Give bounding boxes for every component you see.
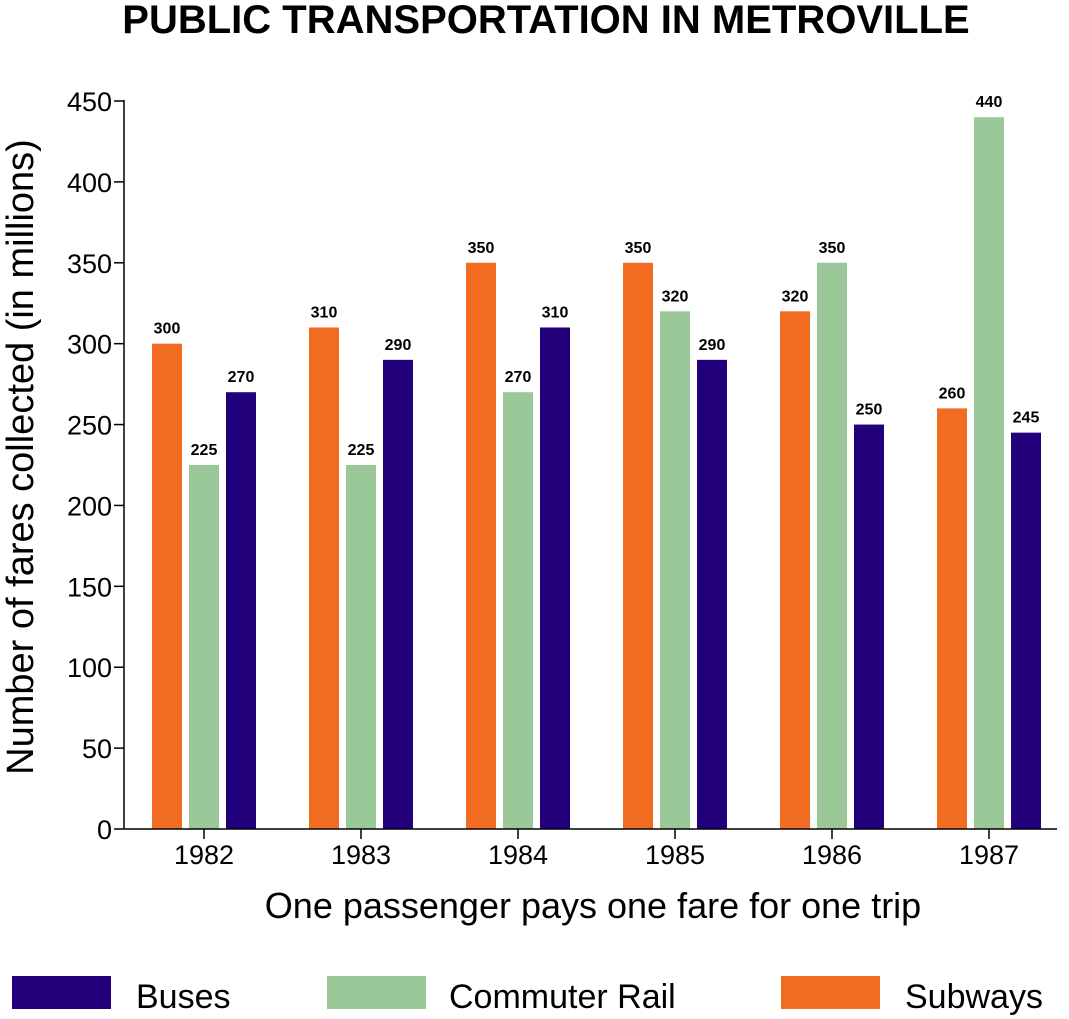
legend-label: Commuter Rail xyxy=(449,978,676,1016)
x-axis-ticks: 1982 1983 1984 1985 1986 1987 xyxy=(174,829,1019,870)
bar-subways-1983 xyxy=(309,327,339,829)
data-label: 260 xyxy=(939,385,966,402)
bar-commuter-rail-1985 xyxy=(660,311,690,829)
chart-title: PUBLIC TRANSPORTATION IN METROVILLE xyxy=(122,0,969,42)
bar-buses-1987 xyxy=(1011,432,1041,829)
y-tick-label: 50 xyxy=(82,734,112,764)
bar-commuter-rail-1984 xyxy=(503,392,533,829)
data-label: 310 xyxy=(311,304,338,321)
legend: Buses Commuter Rail Subways xyxy=(12,976,1043,1016)
bar-commuter-rail-1987 xyxy=(974,117,1004,829)
data-label: 250 xyxy=(856,402,883,419)
legend-label: Buses xyxy=(136,978,231,1016)
data-label: 225 xyxy=(191,442,218,459)
y-axis-label: Number of fares collected (in millions) xyxy=(0,139,42,775)
x-tick-label: 1982 xyxy=(174,840,234,870)
data-label: 300 xyxy=(154,321,181,338)
legend-swatch-buses xyxy=(12,976,111,1009)
data-label: 270 xyxy=(505,369,532,386)
y-tick-label: 250 xyxy=(67,411,112,441)
bar-subways-1984 xyxy=(466,262,496,829)
bar-subways-1986 xyxy=(780,311,810,829)
bar-commuter-rail-1983 xyxy=(346,465,376,829)
y-tick-label: 100 xyxy=(67,653,112,683)
data-labels: 300 225 270 310 225 290 350 270 310 350 320 290 320 3… xyxy=(154,94,1040,459)
y-tick-label: 400 xyxy=(67,168,112,198)
bar-buses-1982 xyxy=(226,392,256,829)
y-tick-label: 150 xyxy=(67,572,112,602)
legend-swatch-subways xyxy=(781,976,880,1009)
bar-buses-1984 xyxy=(540,327,570,829)
x-tick-label: 1987 xyxy=(959,840,1019,870)
bar-buses-1983 xyxy=(383,359,413,829)
y-tick-label: 450 xyxy=(67,87,112,117)
legend-swatch-commuter-rail xyxy=(327,976,426,1009)
bar-buses-1985 xyxy=(697,359,727,829)
x-tick-label: 1985 xyxy=(645,840,705,870)
bar-buses-1986 xyxy=(854,424,884,829)
bar-commuter-rail-1986 xyxy=(817,262,847,829)
data-label: 270 xyxy=(228,369,255,386)
y-axis-ticks: 0 50 100 150 200 250 300 350 400 450 xyxy=(67,87,124,845)
y-tick-label: 200 xyxy=(67,491,112,521)
data-label: 320 xyxy=(662,288,689,305)
data-label: 440 xyxy=(976,94,1003,111)
bars xyxy=(152,117,1041,829)
x-axis-label: One passenger pays one fare for one trip xyxy=(265,885,921,926)
data-label: 350 xyxy=(819,240,846,257)
data-label: 245 xyxy=(1013,410,1040,427)
bar-subways-1982 xyxy=(152,343,182,829)
y-tick-label: 300 xyxy=(67,330,112,360)
bar-subways-1985 xyxy=(623,262,653,829)
data-label: 290 xyxy=(699,337,726,354)
x-tick-label: 1984 xyxy=(488,840,548,870)
axes xyxy=(123,100,1057,830)
data-label: 350 xyxy=(468,240,495,257)
x-tick-label: 1986 xyxy=(802,840,862,870)
data-label: 310 xyxy=(542,304,569,321)
data-label: 225 xyxy=(348,442,375,459)
legend-label: Subways xyxy=(905,978,1043,1016)
y-tick-label: 0 xyxy=(97,815,112,845)
data-label: 320 xyxy=(782,288,809,305)
x-tick-label: 1983 xyxy=(331,840,391,870)
data-label: 290 xyxy=(385,337,412,354)
y-tick-label: 350 xyxy=(67,249,112,279)
data-label: 350 xyxy=(625,240,652,257)
bar-commuter-rail-1982 xyxy=(189,465,219,829)
bar-subways-1987 xyxy=(937,408,967,829)
